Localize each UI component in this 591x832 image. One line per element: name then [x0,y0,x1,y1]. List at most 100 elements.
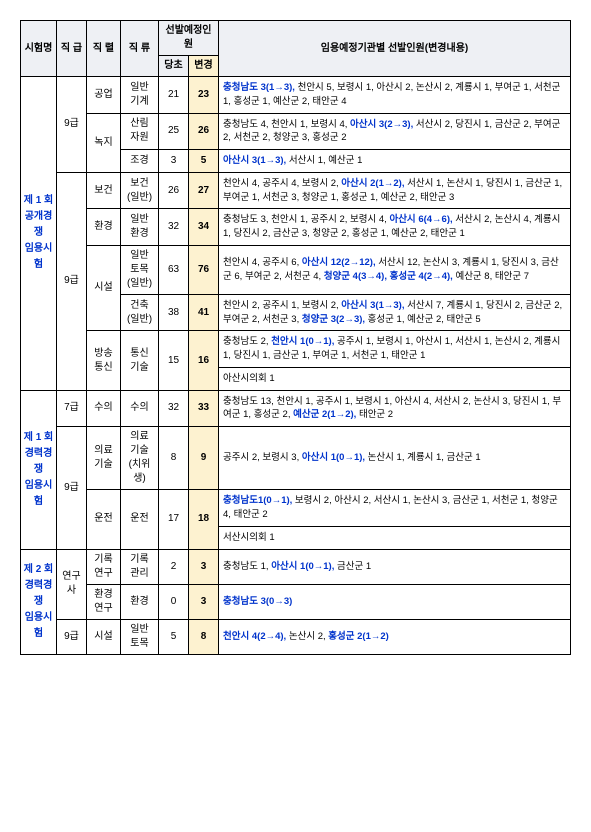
detail-text: 논산시 2, [286,631,328,642]
original-cell: 25 [159,113,189,150]
exam-label: 제 2 회 [24,564,54,575]
detail-cell: 공주시 2, 보령시 3, 아산시 1(0→1), 논산시 1, 계룡시 1, … [219,427,571,490]
th-grade: 직 급 [57,21,87,77]
category-cell: 시설 [87,619,121,654]
table-row: 제 1 회경력경쟁임용시험7급수의수의3233충청남도 13, 천안시 1, 공… [21,390,571,427]
original-cell: 17 [159,490,189,549]
change-cell: 5 [189,150,219,173]
table-row: 환경연구환경03 충청남도 3(0→3) [21,584,571,619]
exam-label: 임용시험 [25,480,53,507]
th-change: 변경 [189,56,219,77]
original-cell: 21 [159,77,189,114]
change-cell: 18 [189,490,219,549]
original-cell: 32 [159,209,189,246]
change-cell: 27 [189,172,219,209]
detail-cell: 충청남도1(0→1), 보령시 2, 아산시 2, 서산시 1, 논산시 3, … [219,490,571,527]
change-cell: 3 [189,584,219,619]
detail-text: 아산시 3(2→3), [350,119,413,130]
detail-text: 서산시 1, 예산군 1 [286,155,362,166]
table-row: 9급보건보건(일반)2627천안시 4, 공주시 4, 보령시 2, 아산시 2… [21,172,571,209]
exam-label: 경력경쟁 [25,580,53,607]
change-cell: 26 [189,113,219,150]
type-cell: 보건(일반) [121,172,159,209]
category-cell: 녹지 [87,113,121,172]
detail-text: 아산시의회 1 [223,373,275,384]
detail-text: 홍성군 1, 예산군 2, 태안군 5 [365,314,481,325]
exam-label: 제 1 회 [24,195,54,206]
category-cell: 보건 [87,172,121,209]
change-cell: 16 [189,331,219,390]
type-cell: 통신기술 [121,331,159,390]
grade-cell: 7급 [57,390,87,427]
th-type: 직 류 [121,21,159,77]
detail-text: 청양군 3(2→3), [302,314,365,325]
exam-label: 경력경쟁 [25,448,53,475]
grade-cell: 9급 [57,172,87,390]
table-row: 방송통신통신기술1516충청남도 2, 천안시 1(0→1), 공주시 1, 보… [21,331,571,368]
type-cell: 조경 [121,150,159,173]
detail-text: 아산시 12(2→12), [302,257,376,268]
grade-cell: 9급 [57,427,87,549]
type-cell: 건축(일반) [121,294,159,331]
th-planned: 선발예정인원 [159,21,219,56]
detail-text: 충청남도 4, 천안시 1, 보령시 4, [223,119,350,130]
detail-text: 충청남도 3, 천안시 1, 공주시 2, 보령시 4, [223,214,389,225]
change-cell: 41 [189,294,219,331]
type-cell: 기록관리 [121,549,159,584]
type-cell: 일반환경 [121,209,159,246]
category-cell: 환경 [87,209,121,246]
change-cell: 33 [189,390,219,427]
original-cell: 32 [159,390,189,427]
detail-text: 천안시 4, 공주시 6, [223,257,302,268]
original-cell: 26 [159,172,189,209]
detail-cell: 충청남도 3, 천안시 1, 공주시 2, 보령시 4, 아산시 6(4→6),… [219,209,571,246]
detail-text: 천안시 2, 공주시 1, 보령시 2, [223,300,341,311]
category-cell: 환경연구 [87,584,121,619]
detail-text: 아산시 1(0→1), [302,452,365,463]
detail-cell: 충청남도 13, 천안시 1, 공주시 1, 보령시 1, 아산시 4, 서산시… [219,390,571,427]
detail-text: 논산시 1, 계룡시 1, 금산군 1 [365,452,481,463]
original-cell: 3 [159,150,189,173]
change-cell: 34 [189,209,219,246]
detail-text: 홍성군 2(1→2) [328,631,389,642]
detail-cell: 충청남도 2, 천안시 1(0→1), 공주시 1, 보령시 1, 아산시 1,… [219,331,571,368]
exam-label: 임용시험 [25,612,53,639]
th-detail: 임용예정기관별 선발인원(변경내용) [219,21,571,77]
original-cell: 0 [159,584,189,619]
detail-text: 아산시 1(0→1), [271,561,334,572]
detail-text: 공주시 2, 보령시 3, [223,452,302,463]
table-header: 시험명 직 급 직 렬 직 류 선발예정인원 임용예정기관별 선발인원(변경내용… [21,21,571,77]
exam-label: 공개경쟁 [25,211,53,238]
grade-cell: 연구사 [57,549,87,619]
detail-text: 태안군 2 [356,409,393,420]
detail-text: 예산군 2(1→2), [293,409,356,420]
detail-text: 천안시 1(0→1), [271,336,334,347]
original-cell: 63 [159,245,189,294]
type-cell: 환경 [121,584,159,619]
category-cell: 운전 [87,490,121,549]
detail-cell: 천안시 4, 공주시 4, 보령시 2, 아산시 2(1→2), 서산시 1, … [219,172,571,209]
detail-text: 충청남도 2, [223,336,271,347]
type-cell: 일반토목 [121,619,159,654]
detail-cell: 서산시의회 1 [219,526,571,549]
exam-label: 임용시험 [25,243,53,270]
detail-text: 충청남도 3(0→3) [223,596,292,607]
grade-cell: 9급 [57,619,87,654]
type-cell: 운전 [121,490,159,549]
table-row: 녹지산림자원2526충청남도 4, 천안시 1, 보령시 4, 아산시 3(2→… [21,113,571,150]
table-row: 운전운전1718충청남도1(0→1), 보령시 2, 아산시 2, 서산시 1,… [21,490,571,527]
type-cell: 일반기계 [121,77,159,114]
category-cell: 시설 [87,245,121,331]
detail-cell: 아산시 3(1→3), 서산시 1, 예산군 1 [219,150,571,173]
category-cell: 방송통신 [87,331,121,390]
detail-text: 아산시 3(1→3), [223,155,286,166]
original-cell: 2 [159,549,189,584]
original-cell: 38 [159,294,189,331]
type-cell: 산림자원 [121,113,159,150]
original-cell: 5 [159,619,189,654]
detail-text: 서산시의회 1 [223,532,275,543]
detail-text: 아산시 3(1→3), [341,300,404,311]
th-original: 당초 [159,56,189,77]
original-cell: 15 [159,331,189,390]
detail-text: 충청남도 1, [223,561,271,572]
